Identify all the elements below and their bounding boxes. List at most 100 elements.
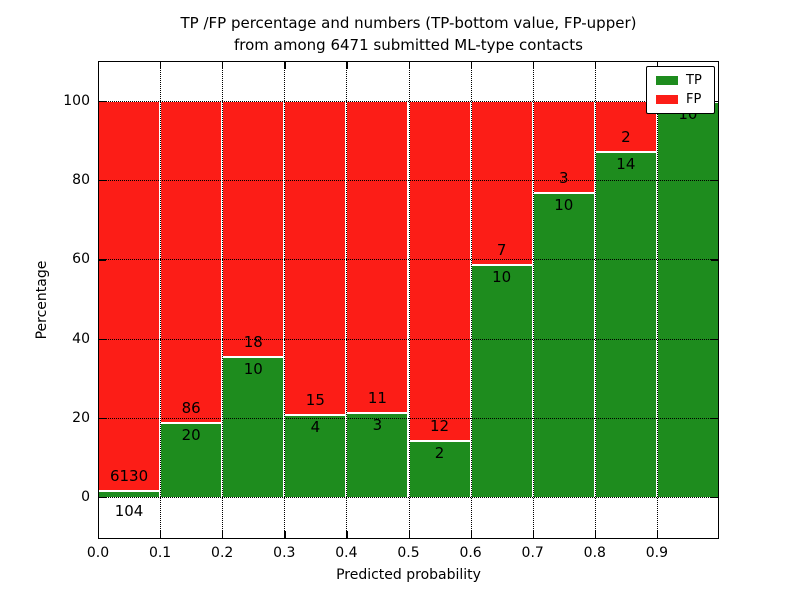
fp-count-label: 3 bbox=[558, 169, 569, 188]
horizontal-gridline bbox=[98, 338, 719, 340]
x-tick-label: 0.6 bbox=[459, 545, 482, 561]
x-axis-label: Predicted probability bbox=[336, 567, 481, 583]
tp-count-label: 10 bbox=[492, 268, 512, 287]
x-tick-label: 0.5 bbox=[397, 545, 420, 561]
chart-title-line1: TP /FP percentage and numbers (TP-bottom… bbox=[180, 14, 637, 32]
y-axis-tick-right bbox=[711, 497, 719, 499]
x-axis-tick bbox=[594, 531, 597, 539]
vertical-gridline bbox=[284, 61, 286, 539]
tp-count-label: 14 bbox=[616, 154, 636, 173]
vertical-gridline bbox=[594, 61, 596, 539]
x-axis-tick-top bbox=[98, 61, 100, 69]
y-tick-label: 20 bbox=[72, 409, 90, 426]
vertical-gridline bbox=[222, 61, 224, 539]
chart-title: TP /FP percentage and numbers (TP-bottom… bbox=[98, 12, 719, 56]
horizontal-gridline bbox=[98, 497, 719, 498]
fp-bar-segment bbox=[470, 101, 533, 265]
fp-bar-segment bbox=[346, 101, 409, 413]
fp-bar-segment bbox=[408, 101, 471, 441]
x-axis-tick bbox=[346, 531, 348, 539]
bar-group bbox=[594, 101, 657, 497]
y-axis-tick-right bbox=[711, 180, 719, 182]
chart-title-line2: from among 6471 submitted ML-type contac… bbox=[234, 36, 583, 54]
tp-bar-segment bbox=[656, 101, 719, 497]
tp-count-label: 3 bbox=[372, 416, 383, 435]
x-axis-tick-top bbox=[594, 61, 597, 69]
tp-bar-segment bbox=[408, 440, 471, 497]
horizontal-gridline bbox=[98, 180, 719, 182]
fp-count-label: 7 bbox=[496, 241, 507, 260]
fp-count-label: 15 bbox=[305, 390, 325, 409]
fp-bar-segment bbox=[222, 101, 285, 356]
y-axis-tick-right bbox=[711, 338, 719, 340]
y-tick-label: 100 bbox=[63, 93, 90, 109]
fp-swatch-icon bbox=[656, 94, 678, 104]
tp-count-label: 2 bbox=[434, 444, 445, 463]
horizontal-gridline bbox=[98, 259, 719, 261]
bar-group bbox=[656, 101, 719, 497]
x-tick-label: 0.9 bbox=[645, 545, 669, 561]
y-tick-label: 0 bbox=[81, 489, 90, 505]
bar-group bbox=[532, 101, 595, 497]
fp-count-label: 11 bbox=[367, 389, 387, 408]
horizontal-gridline bbox=[98, 101, 719, 102]
fp-count-label: 86 bbox=[181, 399, 201, 418]
legend-label-fp: FP bbox=[686, 91, 702, 107]
fp-count-label: 2 bbox=[621, 127, 631, 146]
y-tick-label: 40 bbox=[72, 330, 90, 347]
y-axis-tick bbox=[98, 497, 106, 499]
tp-bar-segment bbox=[222, 355, 285, 497]
x-axis-tick bbox=[532, 531, 534, 539]
fp-count-label: 12 bbox=[430, 417, 450, 436]
tp-bar-segment bbox=[532, 192, 595, 497]
fp-count-label: 18 bbox=[243, 332, 263, 351]
fp-bar-segment bbox=[98, 101, 161, 491]
x-tick-label: 0.0 bbox=[86, 545, 110, 561]
x-axis-tick bbox=[408, 531, 410, 539]
fp-bar-segment bbox=[532, 101, 595, 193]
tp-bar-segment bbox=[594, 150, 657, 497]
x-axis-tick-top bbox=[284, 61, 286, 69]
y-axis-tick-right bbox=[711, 259, 719, 261]
x-axis-tick-top bbox=[222, 61, 224, 69]
x-axis-tick-top bbox=[346, 61, 348, 69]
tp-bar-segment bbox=[284, 413, 347, 497]
tp-bar-segment bbox=[98, 490, 161, 497]
vertical-gridline bbox=[470, 61, 472, 539]
x-tick-label: 0.1 bbox=[148, 545, 172, 561]
tp-count-label: 10 bbox=[554, 196, 574, 215]
legend-label-tp: TP bbox=[686, 73, 702, 89]
legend-entry-tp: TP bbox=[647, 74, 714, 87]
y-axis-tick bbox=[98, 180, 106, 182]
x-axis-tick bbox=[656, 531, 659, 539]
x-axis-tick-top bbox=[160, 61, 162, 69]
y-axis-tick bbox=[98, 338, 106, 340]
x-axis-tick bbox=[160, 531, 162, 539]
bar-group bbox=[470, 101, 533, 497]
y-axis-tick-right bbox=[711, 417, 719, 420]
fp-bar-segment bbox=[284, 101, 347, 414]
y-axis-tick bbox=[98, 417, 106, 420]
fp-count-label: 6130 bbox=[109, 467, 149, 486]
tp-count-label: 10 bbox=[243, 359, 263, 378]
x-axis-tick-top bbox=[656, 61, 659, 69]
x-axis-tick bbox=[98, 531, 100, 539]
bar-group bbox=[408, 101, 471, 497]
vertical-gridline bbox=[408, 61, 410, 539]
x-axis-tick bbox=[284, 531, 286, 539]
tp-count-label: 4 bbox=[310, 417, 321, 436]
bar-group bbox=[284, 101, 347, 497]
fp-bar-segment bbox=[160, 101, 223, 423]
legend-entry-fp: FP bbox=[647, 93, 714, 106]
tp-swatch-icon bbox=[656, 76, 678, 86]
plot-area: 104 6130 20 86 10 18 4 15 3 11 2 12 10 7 10 3 14 2 10 bbox=[98, 61, 719, 539]
y-tick-label: 80 bbox=[72, 172, 90, 189]
tp-count-label: 104 bbox=[114, 502, 144, 520]
bar-group bbox=[98, 101, 161, 497]
y-tick-label: 60 bbox=[72, 251, 90, 268]
y-axis-tick bbox=[98, 259, 106, 261]
x-axis-tick bbox=[470, 531, 472, 539]
x-axis-tick-top bbox=[470, 61, 472, 69]
tp-count-label: 20 bbox=[181, 426, 201, 445]
